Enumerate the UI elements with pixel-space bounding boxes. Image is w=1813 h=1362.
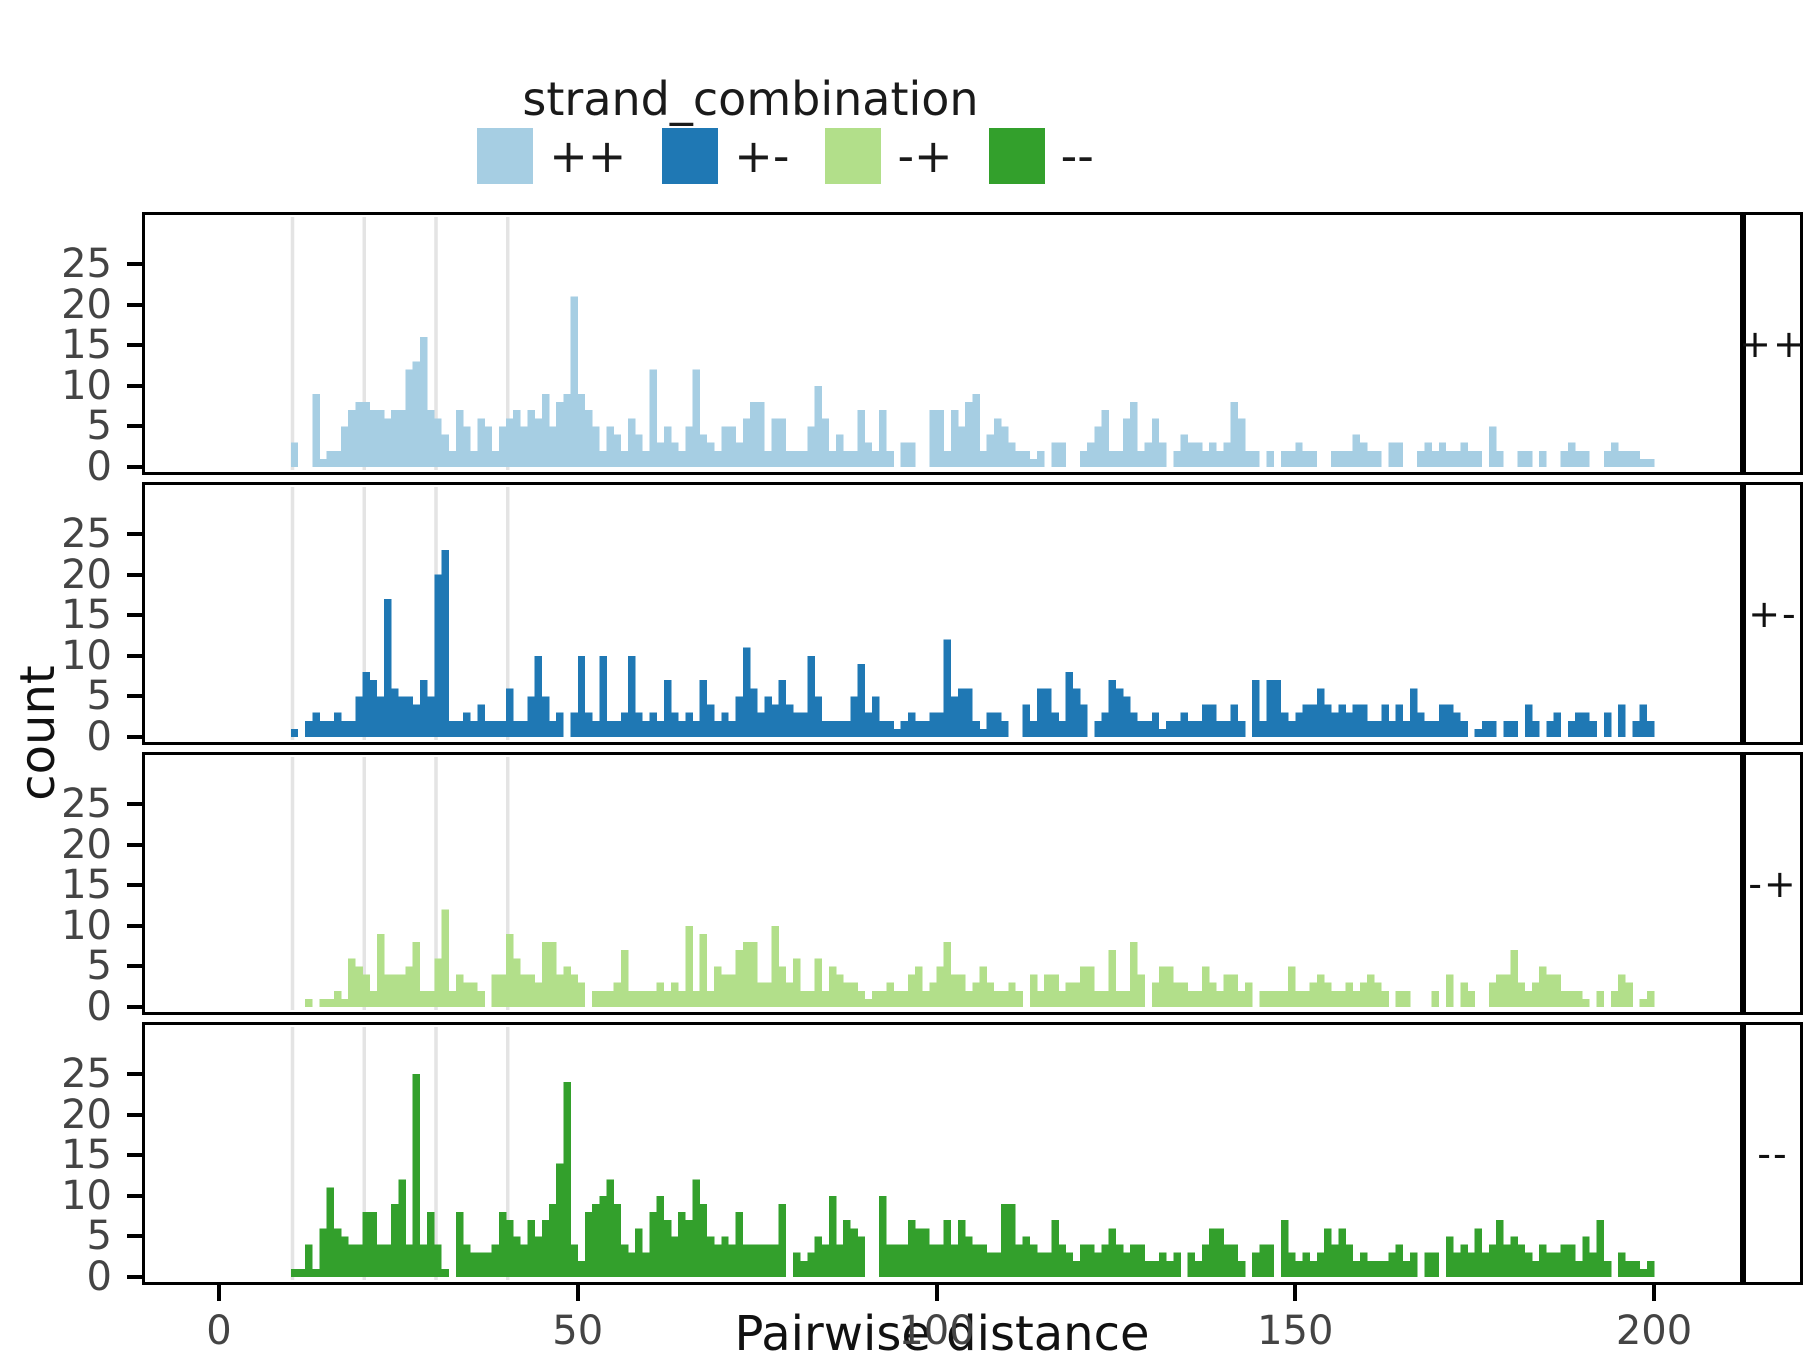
- strip-label-minus-plus: -+: [1743, 752, 1803, 1015]
- ytick-mark: [127, 262, 142, 266]
- ytick-label: 15: [61, 592, 112, 639]
- legend-label: -+: [897, 129, 953, 183]
- ytick-label: 5: [86, 403, 112, 450]
- ytick-label: 0: [86, 1254, 112, 1300]
- ytick-label: 15: [61, 862, 112, 909]
- ytick-mark: [127, 343, 142, 348]
- ytick-label: 20: [61, 551, 112, 598]
- legend-item-plus-plus: ++: [477, 128, 626, 184]
- xtick-mark: [575, 1285, 580, 1301]
- xtick-label: 150: [1257, 1308, 1334, 1354]
- ytick-mark: [127, 735, 142, 739]
- strip-label-plus-minus: +-: [1743, 482, 1803, 745]
- legend-label: --: [1060, 129, 1094, 183]
- xtick-mark: [1652, 1285, 1656, 1301]
- ytick-label: 25: [61, 781, 112, 827]
- x-axis-title: Pairwise distance: [734, 1306, 1150, 1362]
- ytick-mark: [127, 424, 142, 429]
- xtick-label: 0: [206, 1308, 232, 1354]
- ytick-mark: [127, 883, 142, 888]
- facet-panel-minus-minus: [142, 1022, 1743, 1285]
- ytick-mark: [127, 1275, 142, 1279]
- ytick-label: 20: [61, 281, 112, 328]
- ytick-mark: [127, 572, 142, 577]
- ytick-label: 25: [61, 241, 112, 287]
- ytick-mark: [127, 1234, 142, 1239]
- histogram-plus-minus: [290, 487, 1655, 740]
- ytick-label: 5: [86, 943, 112, 990]
- ytick-label: 5: [86, 1213, 112, 1260]
- histogram-minus-plus: [290, 757, 1655, 1010]
- ytick-mark: [127, 1193, 142, 1198]
- histogram-plus-plus: [290, 217, 1655, 470]
- ytick-label: 5: [86, 673, 112, 720]
- ytick-mark: [127, 302, 142, 307]
- ytick-label: 0: [86, 714, 112, 760]
- legend-title: strand_combination: [522, 72, 979, 126]
- legend-swatch-plus-plus-icon: [477, 128, 534, 184]
- facet-panel-plus-minus: [142, 482, 1743, 745]
- legend-item-minus-minus: --: [988, 128, 1094, 184]
- xtick-label: 200: [1615, 1308, 1693, 1354]
- legend-item-plus-minus: +-: [662, 128, 789, 184]
- legend-item-minus-plus: -+: [825, 128, 953, 184]
- ytick-label: 15: [61, 322, 112, 369]
- strip-label-plus-plus: ++: [1739, 212, 1805, 475]
- ytick-mark: [127, 653, 142, 658]
- facet-panel-plus-plus: [142, 212, 1743, 475]
- legend-swatch-plus-minus-icon: [662, 128, 719, 184]
- ytick-mark: [127, 1153, 142, 1158]
- ytick-mark: [127, 1072, 142, 1076]
- strip-label-minus-minus: --: [1743, 1022, 1803, 1285]
- legend-swatch-minus-plus-icon: [825, 128, 882, 184]
- ytick-label: 10: [61, 632, 112, 679]
- histogram-minus-minus: [290, 1027, 1655, 1280]
- xtick-label: 100: [898, 1308, 975, 1354]
- ytick-label: 20: [61, 1091, 112, 1138]
- xtick-mark: [1293, 1285, 1298, 1301]
- ytick-label: 25: [61, 1051, 112, 1097]
- ytick-label: 0: [86, 444, 112, 490]
- ytick-label: 15: [61, 1132, 112, 1179]
- ytick-mark: [127, 532, 142, 536]
- xtick-mark: [934, 1285, 939, 1301]
- ytick-mark: [127, 694, 142, 699]
- ytick-mark: [127, 1112, 142, 1117]
- legend-swatch-minus-minus-icon: [988, 128, 1045, 184]
- ytick-mark: [127, 923, 142, 928]
- legend-label: +-: [734, 129, 790, 183]
- ytick-label: 10: [61, 362, 112, 409]
- facet-panel-minus-plus: [142, 752, 1743, 1015]
- ytick-mark: [127, 613, 142, 618]
- ytick-mark: [127, 465, 142, 469]
- ytick-label: 0: [86, 984, 112, 1030]
- legend: ++ +- -+ --: [0, 128, 1703, 184]
- ytick-label: 10: [61, 1172, 112, 1219]
- ytick-label: 10: [61, 902, 112, 949]
- ytick-mark: [127, 1005, 142, 1009]
- ytick-mark: [127, 964, 142, 969]
- xtick-label: 50: [552, 1308, 604, 1354]
- ytick-mark: [127, 802, 142, 806]
- legend-label: ++: [549, 129, 627, 183]
- ytick-label: 20: [61, 821, 112, 868]
- xtick-mark: [217, 1285, 221, 1301]
- ytick-label: 25: [61, 511, 112, 557]
- ytick-mark: [127, 842, 142, 847]
- ytick-mark: [127, 383, 142, 388]
